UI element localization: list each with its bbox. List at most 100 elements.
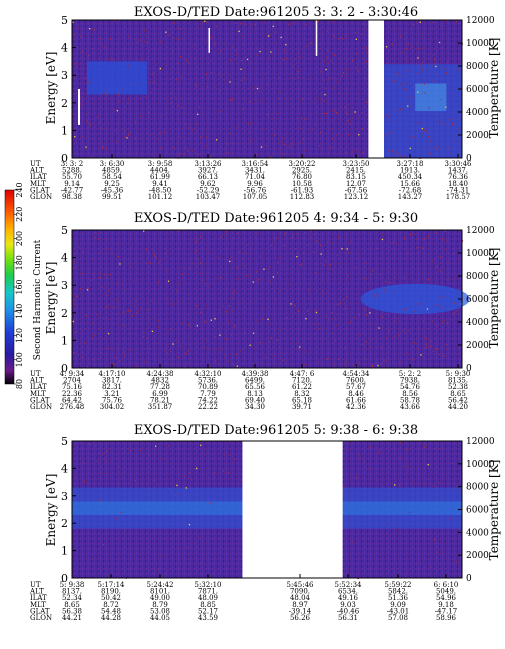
speckle-dot xyxy=(165,31,167,33)
speckle-dot xyxy=(199,272,201,274)
speckle-dot xyxy=(72,320,74,323)
speckle-dot xyxy=(344,106,346,108)
speckle-dot xyxy=(265,145,267,147)
speckle-dot xyxy=(149,262,152,264)
speckle-dot xyxy=(110,58,112,60)
ephemeris-cell: 56.42 xyxy=(448,396,468,404)
ephemeris-cell: 8190. xyxy=(101,588,121,596)
speckle-dot xyxy=(326,30,329,32)
speckle-dot xyxy=(106,450,108,452)
data-spike xyxy=(208,28,210,53)
speckle-dot xyxy=(186,361,189,364)
speckle-dot xyxy=(226,338,228,340)
speckle-dot xyxy=(73,300,75,302)
panel-2-ylabel: Energy [eV] xyxy=(44,262,58,335)
speckle-dot xyxy=(239,251,241,253)
ephemeris-cell: 22.22 xyxy=(198,403,218,411)
speckle-dot xyxy=(294,22,296,24)
speckle-dot xyxy=(115,517,118,520)
ephemeris-cell: 54.48 xyxy=(101,607,121,615)
panel-1-ylabel: Energy [eV] xyxy=(44,52,58,125)
ephemeris-cell: 5842. xyxy=(388,588,408,596)
speckle-dot xyxy=(91,336,93,339)
ephemeris-cell: 107.05 xyxy=(243,193,268,201)
speckle-dot xyxy=(332,20,334,23)
speckle-dot xyxy=(419,442,421,444)
speckle-dot xyxy=(275,237,277,239)
speckle-dot xyxy=(185,487,187,489)
speckle-dot xyxy=(196,325,198,327)
speckle-dot xyxy=(407,105,409,107)
speckle-dot xyxy=(269,266,271,268)
speckle-dot xyxy=(262,128,264,130)
speckle-dot xyxy=(137,310,140,312)
speckle-dot xyxy=(223,79,225,81)
speckle-dot xyxy=(365,51,368,53)
speckle-dot xyxy=(169,28,171,30)
speckle-dot xyxy=(122,351,124,353)
ephemeris-cell: 4859. xyxy=(102,167,122,175)
speckle-dot xyxy=(108,318,110,320)
ephemeris-cell: 61.99 xyxy=(150,173,170,181)
speckle-dot xyxy=(84,328,86,330)
speckle-dot xyxy=(206,86,208,88)
speckle-dot xyxy=(80,441,83,443)
panel-1-plot: 0 1 2 3 4 5 0 2000 4000 6000 8000 10000 12000 UTALTIL… xyxy=(29,14,495,201)
speckle-dot xyxy=(195,83,197,86)
speckle-dot xyxy=(122,349,125,352)
speckle-dot xyxy=(234,326,236,328)
speckle-dot xyxy=(80,96,82,98)
speckle-dot xyxy=(205,304,207,306)
ephemeris-cell: 8.79 xyxy=(152,601,168,609)
speckle-dot xyxy=(452,122,454,125)
speckle-dot xyxy=(210,502,212,504)
speckle-dot xyxy=(395,109,397,111)
y-tick-label: 3 xyxy=(61,69,68,82)
speckle-dot xyxy=(175,79,177,81)
speckle-dot xyxy=(97,460,99,462)
panel-1-title: EXOS-D/TED Date:961205 3: 3: 2 - 3:30:46 xyxy=(134,5,418,20)
speckle-dot xyxy=(139,115,142,117)
speckle-dot xyxy=(319,327,321,329)
speckle-dot xyxy=(158,326,160,329)
ephemeris-cell: 70.89 xyxy=(198,383,218,391)
panel-3-title: EXOS-D/TED Date:961205 5: 9:38 - 6: 9:38 xyxy=(134,423,418,438)
speckle-dot xyxy=(276,271,279,273)
speckle-dot xyxy=(230,334,233,336)
speckle-dot xyxy=(443,68,445,70)
speckle-dot xyxy=(351,541,353,543)
speckle-dot xyxy=(121,472,123,475)
speckle-dot xyxy=(330,268,332,270)
ephemeris-cell: -72.68 xyxy=(399,186,421,194)
speckle-dot xyxy=(245,252,247,254)
ephemeris-cell: 4:54:34 xyxy=(343,370,371,378)
speckle-dot xyxy=(258,278,260,281)
speckle-dot xyxy=(326,56,328,58)
panel-2: EXOS-D/TED Date:961205 4: 9:34 - 5: 9:30… xyxy=(29,211,501,411)
ephemeris-cell: 1437. xyxy=(448,167,468,175)
speckle-dot xyxy=(335,81,338,83)
ephemeris-cell: 52.38 xyxy=(448,383,468,391)
speckle-dot xyxy=(402,329,404,331)
colorbar-tick-label: 160 xyxy=(15,279,24,294)
speckle-dot xyxy=(425,335,427,337)
speckle-dot xyxy=(394,484,396,486)
ephemeris-cell: 50.42 xyxy=(101,594,121,602)
speckle-dot xyxy=(435,304,437,306)
speckle-dot xyxy=(345,35,347,37)
speckle-dot xyxy=(347,134,350,136)
speckle-dot xyxy=(452,253,455,255)
speckle-dot xyxy=(400,83,402,85)
speckle-dot xyxy=(225,231,227,233)
speckle-dot xyxy=(282,153,284,155)
speckle-dot xyxy=(181,76,183,78)
speckle-dot xyxy=(129,132,132,134)
speckle-dot xyxy=(326,358,328,360)
speckle-dot xyxy=(155,257,157,260)
speckle-dot xyxy=(279,91,281,93)
speckle-dot xyxy=(171,101,173,103)
speckle-dot xyxy=(135,38,137,40)
speckle-dot xyxy=(329,305,331,307)
speckle-dot xyxy=(394,320,396,322)
speckle-dot xyxy=(240,68,242,70)
